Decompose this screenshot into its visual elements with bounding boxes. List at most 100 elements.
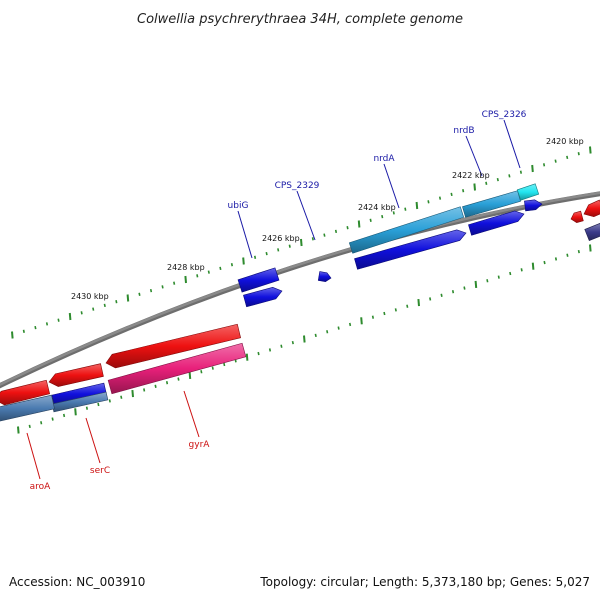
tick-rows — [11, 146, 592, 434]
inner-track-tick — [291, 340, 294, 345]
inner-track-tick — [566, 253, 569, 257]
gene-nrda — [354, 229, 467, 270]
outer-track-tick — [415, 201, 419, 210]
outer-track-tick — [323, 233, 326, 237]
outer-track-tick — [519, 170, 523, 174]
inner-track-tick — [486, 279, 489, 283]
inner-track-tick — [120, 395, 123, 399]
inner-track-tick — [543, 260, 546, 265]
outer-track-tick — [149, 288, 153, 293]
outer-track-tick — [207, 270, 210, 274]
inner-track-tick — [257, 351, 260, 356]
inner-track-tick — [509, 271, 512, 276]
leader-gyra — [183, 390, 200, 438]
inner-track-tick — [474, 280, 478, 288]
inner-track-tick — [554, 257, 558, 261]
outer-track-tick — [219, 266, 222, 271]
gene-aroa-top — [0, 379, 51, 406]
gene-ubig-top — [237, 267, 280, 293]
inner-track-tick — [74, 408, 77, 416]
gene-ubig — [243, 286, 283, 308]
outer-track-tick — [369, 218, 372, 222]
gene-label-nrdb: nrdB — [453, 126, 474, 136]
gene-aroa — [0, 394, 55, 422]
inner-track-tick — [268, 348, 272, 352]
map-title: Colwellia psychrerythraea 34H, complete … — [137, 12, 463, 27]
leader-ubig — [237, 210, 253, 259]
inner-track-tick — [108, 399, 111, 403]
inner-track-tick — [280, 344, 283, 348]
gene-gyra — [107, 342, 247, 395]
outer-track-tick — [554, 159, 557, 163]
outer-track-tick — [531, 164, 534, 173]
inner-track-tick — [497, 275, 500, 279]
scale-label-2424: 2424 kbp — [358, 203, 396, 212]
outer-track-tick — [80, 311, 83, 315]
inner-track-tick — [440, 293, 443, 297]
outer-track-tick — [485, 181, 488, 185]
leader-nrdb — [465, 135, 483, 177]
gene-label-cps2329: CPS_2329 — [275, 181, 320, 191]
outer-track-tick — [196, 274, 199, 278]
inner-track-tick — [165, 381, 169, 385]
scale-label-2422: 2422 kbp — [452, 171, 490, 180]
inner-track-tick — [429, 297, 432, 301]
outer-track-tick — [230, 263, 234, 267]
gene-label-nrda: nrdA — [373, 154, 395, 164]
inner-track-tick — [40, 421, 43, 425]
outer-track-tick — [438, 196, 442, 200]
gene-label-aroa: aroA — [30, 482, 52, 492]
outer-track-tick — [126, 294, 130, 302]
inner-track-tick — [406, 304, 409, 308]
gene-cps2327 — [524, 199, 543, 212]
leader-serc — [85, 417, 101, 464]
outer-track-tick — [589, 146, 592, 154]
inner-track-tick — [520, 268, 523, 272]
inner-track-tick — [188, 371, 192, 379]
leader-aroa — [26, 432, 41, 480]
outer-track-tick — [68, 312, 72, 321]
outer-track-tick — [115, 300, 118, 304]
outer-track-tick — [253, 255, 257, 259]
inner-track-tick — [62, 413, 66, 418]
inner-track-tick — [28, 424, 31, 429]
outer-track-tick — [242, 257, 245, 265]
leader-cps2329 — [296, 190, 316, 241]
gene-red-right — [583, 199, 600, 218]
inner-track-tick — [383, 311, 386, 316]
outer-track-tick — [542, 163, 546, 167]
inner-track-tick — [131, 390, 134, 398]
inner-track-tick — [360, 317, 363, 325]
outer-track-tick — [462, 189, 465, 193]
outer-track-tick — [346, 226, 349, 230]
outer-track-tick — [173, 281, 176, 285]
outer-track-tick — [265, 251, 268, 256]
scale-label-2428: 2428 kbp — [167, 263, 205, 272]
gene-cps2326 — [516, 183, 540, 201]
outer-track-tick — [404, 207, 407, 211]
leader-cps2326 — [503, 119, 521, 169]
inner-track-tick — [154, 384, 157, 388]
outer-track-tick — [184, 275, 187, 284]
inner-track-tick — [85, 406, 89, 410]
outer-track-tick — [288, 244, 291, 248]
outer-track-tick — [92, 307, 95, 311]
inner-track-tick — [337, 326, 340, 330]
gene-labels: CPS_2326 nrdB nrdA CPS_2329 ubiG gyrA se… — [30, 110, 527, 492]
gene-nrdb — [468, 210, 525, 236]
gene-label-ubig: ubiG — [228, 201, 249, 211]
outer-track-tick — [473, 183, 476, 191]
gene-nrdb-top — [462, 190, 521, 218]
gene-red-right-small — [570, 210, 584, 223]
outer-track-tick — [566, 155, 569, 160]
inner-track-tick — [314, 333, 317, 338]
inner-track-tick — [17, 426, 20, 434]
inner-track-tick — [577, 249, 580, 254]
inner-track-tick — [371, 315, 375, 319]
inner-track-tick — [394, 308, 397, 312]
inner-track-tick — [200, 370, 203, 374]
inner-track-tick — [245, 353, 249, 361]
backbone-highlight — [0, 191, 600, 386]
inner-track-tick — [451, 290, 455, 294]
